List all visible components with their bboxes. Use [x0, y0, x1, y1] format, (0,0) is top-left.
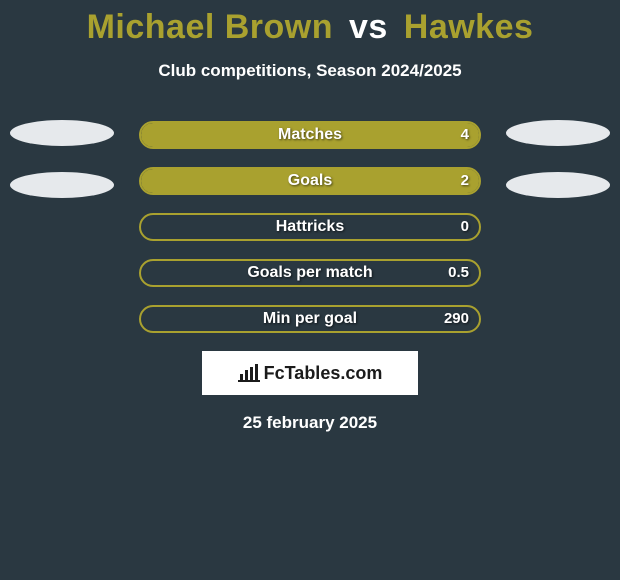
stat-label: Goals per match: [141, 261, 479, 285]
player2-name: Hawkes: [404, 8, 534, 46]
brand-text: FcTables.com: [238, 363, 383, 384]
avatar-right-1: [506, 120, 610, 146]
stat-row-mpg: Min per goal 290: [139, 305, 481, 333]
stat-value: 0.5: [448, 261, 469, 285]
stat-label: Goals: [141, 169, 479, 193]
stat-row-goals: Goals 2: [139, 167, 481, 195]
stat-row-gpm: Goals per match 0.5: [139, 259, 481, 287]
vs-text: vs: [349, 8, 388, 46]
stat-row-matches: Matches 4: [139, 121, 481, 149]
brand-label: FcTables.com: [264, 363, 383, 384]
avatar-left-1: [10, 120, 114, 146]
stat-value: 2: [461, 169, 469, 193]
avatar-right-2: [506, 172, 610, 198]
player1-name: Michael Brown: [87, 8, 333, 46]
date-line: 25 february 2025: [0, 413, 620, 433]
comparison-title: Michael Brown vs Hawkes: [0, 0, 620, 47]
stats-container: Matches 4 Goals 2 Hattricks 0 Goals per …: [139, 121, 481, 333]
stat-label: Matches: [141, 123, 479, 147]
stat-value: 4: [461, 123, 469, 147]
stat-label: Hattricks: [141, 215, 479, 239]
subtitle: Club competitions, Season 2024/2025: [0, 61, 620, 81]
avatar-left-2: [10, 172, 114, 198]
stat-label: Min per goal: [141, 307, 479, 331]
chart-icon: [238, 364, 260, 382]
stat-value: 290: [444, 307, 469, 331]
stat-row-hattricks: Hattricks 0: [139, 213, 481, 241]
brand-box: FcTables.com: [202, 351, 418, 395]
stat-value: 0: [461, 215, 469, 239]
